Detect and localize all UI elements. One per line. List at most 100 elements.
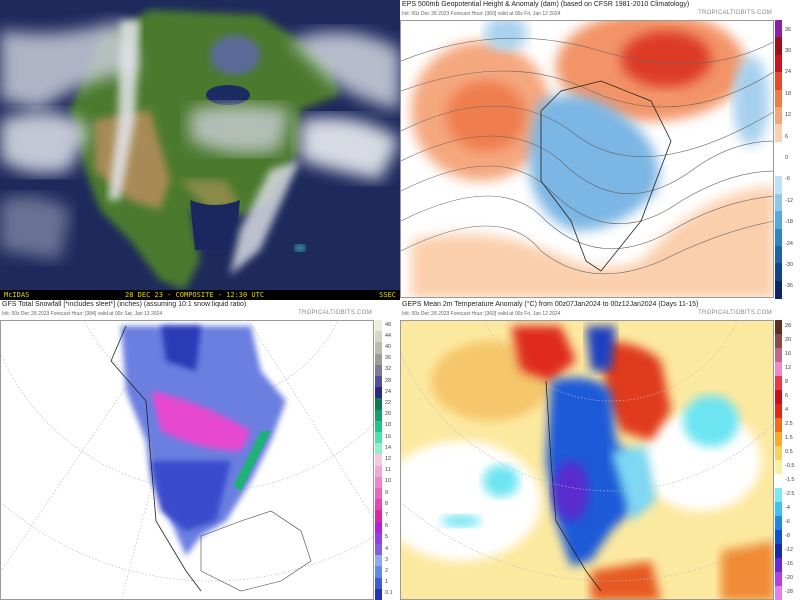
colorbar-tick: 18 — [385, 422, 392, 429]
colorbar-tick: 20 — [385, 411, 392, 418]
colorbar-tick: 30 — [785, 48, 792, 55]
colorbar-tick: 28 — [785, 323, 792, 329]
colorbar-tick: 20 — [785, 337, 792, 343]
colorbar-tick: 2.5 — [785, 421, 793, 427]
colorbar-swatch — [775, 211, 782, 229]
colorbar-tick: 44 — [385, 332, 392, 339]
colorbar-swatch — [375, 376, 382, 388]
colorbar-tick: -16 — [785, 561, 793, 567]
colorbar-swatch — [375, 510, 382, 523]
colorbar-tick: 12 — [385, 456, 392, 462]
ssec-label: SSEC — [379, 291, 396, 299]
colorbar-tick: 24 — [785, 69, 792, 76]
colorbar-tick: 6 — [785, 393, 789, 399]
colorbar-swatch — [375, 532, 382, 545]
colorbar-tick: -12 — [785, 197, 793, 204]
colorbar-swatch — [775, 176, 782, 195]
colorbar-swatch — [375, 331, 382, 343]
colorbar-swatch — [775, 280, 782, 299]
timestamp-label: 28 DEC 23 - COMPOSITE - 12:30 UTC — [125, 291, 265, 299]
colorbar-swatch — [775, 488, 782, 503]
eps-500mb-panel: EPS 500mb Geopotential Height & Anomaly … — [400, 0, 800, 300]
colorbar-swatch — [375, 499, 382, 511]
colorbar-swatch — [775, 263, 782, 282]
colorbar-tick: 8 — [385, 500, 389, 507]
colorbar-tick: 6 — [385, 523, 389, 530]
colorbar-swatch — [775, 20, 782, 38]
colorbar-tick: 10 — [385, 478, 392, 485]
brand-label: TROPICALTIDBITS.COM — [698, 10, 772, 16]
colorbar-swatch — [775, 159, 782, 177]
colorbar-swatch — [375, 544, 382, 556]
colorbar-tick: 8 — [785, 379, 789, 385]
eps-500mb-map — [400, 20, 774, 298]
colorbar-tick: 36 — [785, 26, 792, 33]
colorbar-tick: 14 — [385, 444, 392, 451]
colorbar-swatch — [375, 420, 382, 433]
colorbar-swatch — [775, 141, 782, 160]
colorbar-tick: -1.5 — [785, 477, 795, 483]
colorbar-tick: 16 — [385, 433, 392, 440]
colorbar-swatch — [375, 443, 382, 455]
colorbar-tick: 28 — [385, 377, 392, 384]
colorbar-tick: 11 — [385, 467, 391, 474]
colorbar-tick: -30 — [785, 261, 793, 268]
colorbar-tick: -6 — [785, 176, 790, 183]
colorbar-swatch — [775, 404, 782, 419]
anomaly-colorbar: 36 30 24 18 12 6 0 -6 -12 -18 -24 -30 -36 — [774, 20, 800, 299]
colorbar-tick: 1 — [385, 579, 389, 586]
colorbar-swatch — [375, 566, 382, 579]
gfs-snowfall-panel: GFS Total Snowfall [*includes sleet*] (i… — [0, 300, 400, 600]
panel-title: EPS 500mb Geopotential Height & Anomaly … — [402, 1, 690, 8]
panel-header: EPS 500mb Geopotential Height & Anomaly … — [400, 0, 800, 20]
colorbar-swatch — [375, 320, 382, 332]
colorbar-tick: 36 — [385, 355, 392, 362]
colorbar-tick: 3 — [385, 556, 389, 563]
colorbar-tick: -4 — [785, 505, 790, 511]
colorbar-swatch — [375, 342, 382, 355]
colorbar-tick: -6 — [785, 519, 790, 525]
colorbar-swatch — [775, 572, 782, 587]
colorbar-tick: 16 — [785, 351, 792, 357]
colorbar-swatch — [775, 54, 782, 73]
colorbar-tick: 1.5 — [785, 435, 793, 441]
colorbar-tick: 24 — [385, 388, 392, 395]
panel-header: GFS Total Snowfall [*includes sleet*] (i… — [0, 300, 400, 320]
colorbar-tick: 4 — [785, 407, 789, 413]
colorbar-swatch — [375, 432, 382, 444]
colorbar-swatch — [775, 228, 782, 247]
mcidas-label: McIDAS — [4, 291, 30, 299]
colorbar-tick: -36 — [785, 283, 793, 290]
colorbar-swatch — [375, 555, 382, 567]
colorbar-swatch — [375, 465, 382, 478]
colorbar-swatch — [375, 387, 382, 399]
colorbar-tick: 9 — [385, 489, 389, 496]
satellite-composite-panel: McIDAS 28 DEC 23 - COMPOSITE - 12:30 UTC… — [0, 0, 400, 300]
colorbar-swatch — [775, 376, 782, 391]
colorbar-tick: -8 — [785, 533, 790, 539]
colorbar-swatch — [375, 353, 382, 366]
geps-2m-temp-map — [400, 320, 774, 600]
colorbar-swatch — [775, 362, 782, 377]
colorbar-tick: 12 — [785, 365, 792, 371]
colorbar-swatch — [775, 544, 782, 559]
colorbar-swatch — [775, 348, 782, 363]
colorbar-tick: 5 — [385, 534, 389, 541]
colorbar-tick: 7 — [385, 512, 389, 518]
colorbar-tick: 0.1 — [385, 590, 393, 597]
colorbar-swatch — [375, 454, 382, 467]
colorbar-swatch — [775, 446, 782, 461]
colorbar-tick: 18 — [785, 90, 792, 97]
colorbar-tick: 6 — [785, 133, 789, 140]
brand-label: TROPICALTIDBITS.COM — [698, 310, 772, 316]
colorbar-swatch — [775, 245, 782, 264]
colorbar-swatch — [375, 364, 382, 377]
colorbar-tick: -28 — [785, 589, 793, 595]
colorbar-swatch — [775, 586, 782, 600]
temp-anomaly-colorbar: 28 20 16 12 8 6 4 2.5 1.5 0.5 -0.5 -1.5 -2.5 -4 -6 -8 -1… — [774, 320, 800, 600]
colorbar-swatch — [775, 418, 782, 433]
satellite-caption-bar: McIDAS 28 DEC 23 - COMPOSITE - 12:30 UTC… — [0, 290, 400, 300]
panel-header: GEPS Mean 2m Temperature Anomaly (°C) fr… — [400, 300, 800, 320]
gfs-snowfall-map — [0, 320, 374, 600]
colorbar-swatch — [375, 521, 382, 534]
